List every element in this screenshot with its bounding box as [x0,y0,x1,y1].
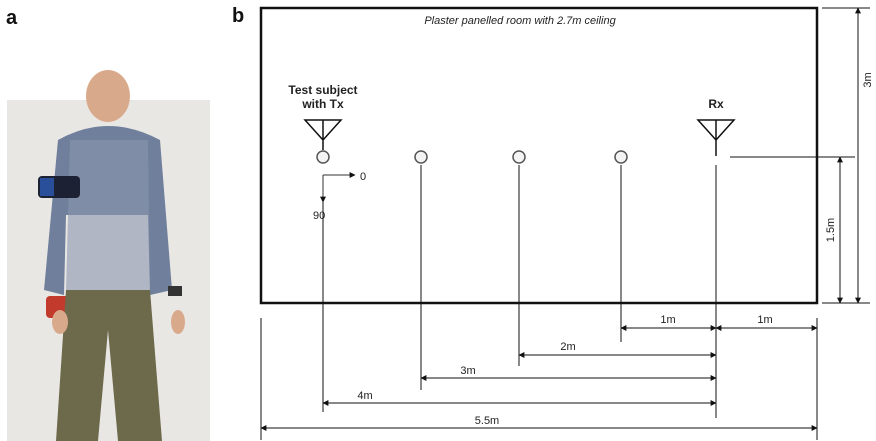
photo [7,70,210,441]
room-label: Plaster panelled room with 2.7m ceiling [424,15,616,27]
positions [316,150,628,164]
subject-label: Test subject [288,83,357,97]
room [259,6,819,305]
room-depth-label: 3m [862,72,874,87]
distance-label: 3m [460,365,475,377]
orientation-arrows [320,172,356,203]
distance-label: 2m [560,341,575,353]
distance-label: 5.5m [475,415,499,427]
distance-label: 4m [357,390,372,402]
panel-label: a [6,7,18,29]
antenna-offset-label: 1.5m [825,218,837,242]
receiver-label: Rx [708,97,724,111]
antennas [303,119,736,156]
guide-lines [260,7,870,440]
dimension-arrows [260,7,861,431]
distance-label: 1m [660,314,675,326]
orientation-label: 0 [360,171,366,183]
subject-label: with Tx [301,97,344,111]
panel-label: b [232,5,244,27]
distance-label: 1m [757,314,772,326]
orientation-label: 90 [313,210,325,222]
